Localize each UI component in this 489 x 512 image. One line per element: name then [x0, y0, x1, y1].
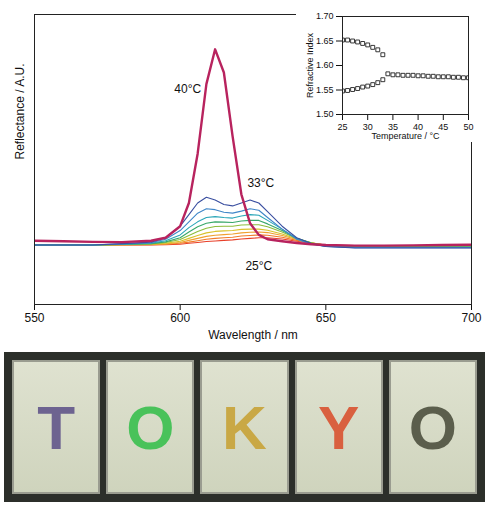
- svg-text:1.50: 1.50: [316, 109, 334, 119]
- svg-text:40: 40: [413, 121, 424, 132]
- svg-text:1.55: 1.55: [316, 85, 334, 95]
- svg-text:Temperature / °C: Temperature / °C: [371, 131, 440, 141]
- svg-text:33°C: 33°C: [247, 176, 274, 190]
- svg-text:1.70: 1.70: [316, 11, 334, 21]
- svg-text:30: 30: [362, 121, 373, 132]
- svg-text:45: 45: [438, 122, 448, 132]
- svg-text:1.65: 1.65: [316, 36, 334, 46]
- svg-text:600: 600: [170, 311, 190, 325]
- html-text:O: O: [408, 392, 457, 462]
- svg-text:1.60: 1.60: [316, 60, 334, 70]
- svg-text:25: 25: [337, 122, 347, 132]
- svg-text:Refractive Index: Refractive Index: [305, 32, 315, 98]
- html-text:T: T: [37, 392, 75, 462]
- html-text:Y: Y: [318, 392, 360, 462]
- html-text:O: O: [126, 392, 175, 462]
- svg-text:25°C: 25°C: [245, 259, 272, 273]
- svg-text:Reflectance / A.U.: Reflectance / A.U.: [13, 63, 27, 159]
- svg-text:35: 35: [387, 121, 398, 132]
- svg-text:Wavelength / nm: Wavelength / nm: [208, 328, 298, 342]
- svg-text:650: 650: [316, 311, 336, 325]
- svg-text:50: 50: [463, 122, 473, 132]
- svg-text:40°C: 40°C: [174, 82, 201, 96]
- html-text:K: K: [222, 392, 267, 462]
- svg-text:550: 550: [24, 311, 44, 325]
- svg-text:700: 700: [461, 311, 481, 325]
